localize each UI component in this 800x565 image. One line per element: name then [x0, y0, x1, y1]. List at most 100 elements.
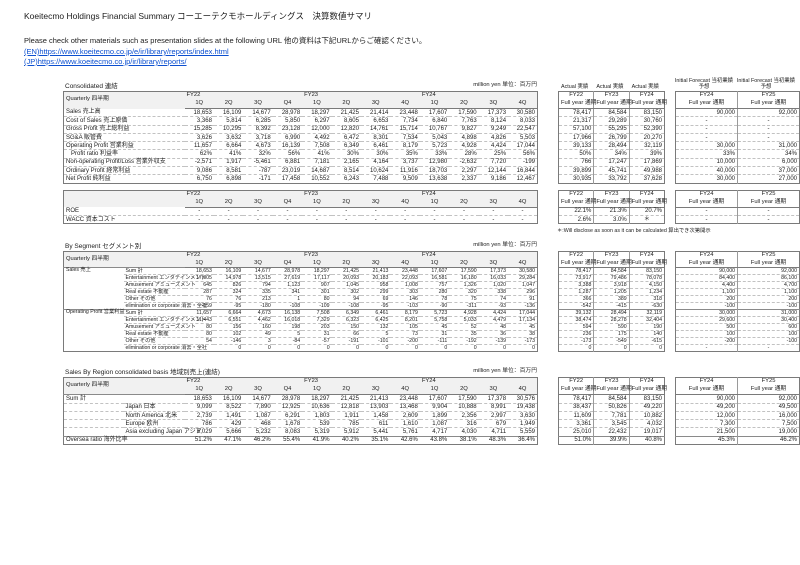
quarter-header: 1Q: [184, 260, 214, 269]
quarter-value-cell: 94: [331, 295, 361, 303]
fy-group-header: FY24: [419, 190, 538, 199]
fy-year-header: FY25: [737, 91, 800, 100]
row-sublabel: Other その他: [123, 337, 185, 345]
quarter-value-cell: -: [360, 214, 391, 224]
quarter-value-cell: 0: [508, 344, 538, 352]
fy-value-cell: 3,388: [558, 281, 594, 289]
quarter-value-cell: 18,653: [184, 394, 214, 404]
quarter-value-cell: 0: [360, 344, 391, 352]
quarter-value-cell: 341: [272, 288, 303, 296]
fy-value-cell: 30,760: [628, 116, 665, 126]
full-year-header: Full year 通期: [558, 260, 596, 269]
quarter-value-cell: 21,425: [331, 394, 361, 404]
full-year-header: Full year 通期: [558, 386, 596, 396]
quarter-value-cell: 1,123: [272, 281, 303, 289]
fc-value-cell: 31,000: [737, 141, 800, 150]
row-label: Sales 売上高: [66, 109, 101, 116]
fy-year-header: FY24: [699, 252, 714, 259]
quarter-value-cell: 41%: [213, 149, 244, 159]
unit-label: million yen 単位：百万円: [473, 82, 537, 88]
fc-value-cell: 90,000: [675, 267, 738, 275]
quarter-value-cell: 55.4%: [272, 435, 303, 445]
row-sublabel: Sum 計: [123, 309, 185, 317]
fy-value-cell: 30,935: [558, 174, 594, 184]
fc-value-cell: -100: [737, 302, 800, 310]
fy-year-header: FY22: [569, 378, 584, 385]
quarter-value-cell: 17,607: [428, 109, 448, 116]
quarter-value-cell: 6,881: [272, 157, 303, 167]
fy-year-header: FY22: [569, 252, 584, 259]
quarter-value-cell: 12,144: [478, 166, 509, 175]
quarter-value-cell: 17,590: [449, 267, 479, 275]
fy-year-header: FY24: [699, 378, 714, 385]
fy-value-cell: 4,032: [628, 419, 665, 428]
quarter-value-cell: 4,928: [449, 141, 479, 150]
quarter-value-cell: 7,720: [478, 157, 509, 167]
fy-year-header: FY23: [593, 91, 630, 100]
row-sublabel: Japan 日本: [123, 402, 185, 412]
fy-value-cell: 34%: [593, 149, 630, 159]
quarter-value-cell: 6,750: [184, 174, 214, 184]
quarter-header: Q4: [272, 386, 303, 396]
quarter-value-cell: -: [478, 214, 509, 224]
quarter-value-cell: 4,424: [478, 309, 509, 317]
reports-link-jp[interactable]: (JP)https://www.koeitecmo.co.jp/ir/libra…: [24, 57, 187, 66]
quarter-value-cell: -192: [449, 337, 479, 345]
quarter-value-cell: -2,571: [184, 157, 214, 167]
quarter-value-cell: 18,297: [311, 109, 330, 116]
fy-value-cell: 0: [593, 344, 630, 352]
quarter-value-cell: -111: [419, 337, 450, 345]
quarter-value-cell: 21,413: [360, 394, 391, 404]
quarter-value-cell: 41.9%: [302, 435, 332, 445]
fy-value-cell: 37,628: [628, 174, 665, 184]
quarter-value-cell: 56%: [508, 149, 538, 159]
reports-link-en[interactable]: (EN)https://www.koeitecmo.co.jp/e/ir/lib…: [24, 47, 229, 56]
quarter-header: 2Q: [213, 386, 244, 396]
segment-header: By Segment セグメント別 million yen 単位：百万円: [63, 234, 797, 251]
quarter-value-cell: 17,117: [302, 274, 332, 282]
quarter-value-cell: -: [331, 214, 361, 224]
fc-value-cell: 49,200: [675, 402, 738, 412]
quarter-value-cell: 6,461: [360, 141, 391, 150]
quarter-value-cell: 6,285: [243, 116, 273, 126]
segment-label: By Segment セグメント別: [65, 243, 142, 251]
quarter-value-cell: 42.6%: [390, 435, 420, 445]
financial-summary-document: Koeitecmo Holdings Financial Summary コーエ…: [24, 11, 800, 446]
row-sublabel: Entertainment エンタテインメント: [123, 316, 206, 324]
quarter-value-cell: 5,232: [243, 427, 273, 437]
quarter-value-cell: 6,551: [213, 316, 244, 324]
quarter-value-cell: -84: [272, 337, 303, 345]
quarter-header: 2Q: [213, 100, 244, 109]
fy-value-cell: 17,869: [628, 157, 665, 167]
quarter-value-cell: -: [462, 208, 465, 215]
fc-value-cell: -: [737, 207, 800, 216]
quarter-value-cell: 6,243: [331, 174, 361, 184]
fy-group-header: FY24: [419, 377, 538, 387]
fy-year-header: FY22: [569, 190, 584, 197]
fc-value-cell: 92,000: [737, 267, 800, 275]
fy-value-cell: -415: [593, 302, 630, 310]
fy-value-cell: 25,010: [558, 427, 594, 437]
quarter-value-cell: 17,607: [419, 267, 450, 275]
quarter-value-cell: 4,030: [449, 427, 479, 437]
region-table-row: Quarterly 四半期 FY22 FY23 FY24 1Q 2Q 3Q Q4 1Q 2Q 3Q 4…: [63, 377, 800, 446]
fy-value-cell: 17,247: [593, 157, 630, 167]
quarter-value-cell: 6,291: [272, 410, 303, 420]
quarter-value-cell: 28,978: [281, 109, 301, 116]
quarter-value-cell: 66: [331, 330, 361, 338]
quarter-value-cell: 16,138: [272, 309, 303, 317]
quarter-value-cell: 10,624: [360, 166, 391, 175]
quarter-value-cell: 679: [478, 419, 509, 428]
quarter-value-cell: 19,438: [508, 402, 538, 412]
actual-header: Actual 実績: [596, 84, 624, 91]
row-label: SG&A 販管費: [63, 132, 185, 142]
fc-value-cell: 84,400: [675, 274, 738, 282]
quarterly-table: FY22 FY23 FY24 1Q 2Q 3Q Q4 1Q 2Q 3Q 4Q 1Q 2Q 3Q 4Q ROE -…: [63, 189, 539, 225]
quarter-value-cell: -159: [184, 302, 214, 310]
row-label: Profit ratio 利益率: [63, 149, 185, 159]
quarter-value-cell: 18,653: [184, 267, 214, 275]
quarter-value-cell: 4,673: [243, 309, 273, 317]
fy-value-cell: -173: [558, 337, 594, 345]
quarter-value-cell: 91: [508, 295, 538, 303]
quarter-value-cell: 15,285: [184, 124, 214, 134]
